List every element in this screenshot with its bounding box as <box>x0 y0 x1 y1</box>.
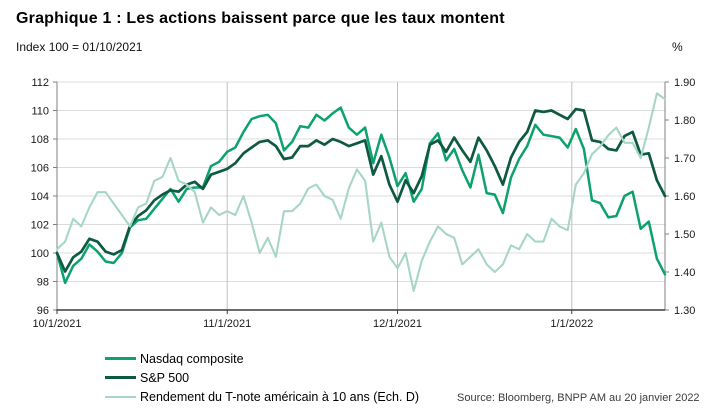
source-note: Source: Bloomberg, BNPP AM au 20 janvier… <box>457 392 700 404</box>
chart-legend: Nasdaq composite S&P 500 Rendement du T-… <box>105 349 419 406</box>
left-tick-label: 112 <box>31 77 49 89</box>
left-tick-label: 102 <box>31 219 49 231</box>
sp500-line <box>55 107 667 273</box>
left-tick-label: 96 <box>37 305 49 317</box>
right-tick-label: 1.30 <box>674 305 695 317</box>
legend-label-nasdaq: Nasdaq composite <box>140 351 244 366</box>
legend-item-tnote: Rendement du T-note américain à 10 ans (… <box>105 387 419 406</box>
right-axis-caption: % <box>672 40 683 54</box>
left-tick-label: 106 <box>31 162 49 174</box>
right-tick-label: 1.50 <box>674 229 695 241</box>
x-tick-label: 10/1/2021 <box>33 318 82 330</box>
tnote-line-swatch <box>105 395 136 398</box>
x-tick-label: 1/1/2022 <box>550 318 593 330</box>
legend-label-tnote: Rendement du T-note américain à 10 ans (… <box>140 389 420 404</box>
legend-label-sp500: S&P 500 <box>140 370 190 385</box>
chart-title: Graphique 1 : Les actions baissent parce… <box>16 10 505 27</box>
right-tick-label: 1.80 <box>674 115 695 127</box>
right-tick-label: 1.60 <box>674 191 695 203</box>
left-tick-label: 100 <box>31 248 49 260</box>
left-tick-label: 110 <box>31 105 49 117</box>
legend-item-sp500: S&P 500 <box>105 368 419 387</box>
tnote-line <box>55 92 667 293</box>
left-tick-label: 108 <box>31 134 49 146</box>
chart-canvas: 96 98 100 102 104 106 108 110 112 1.30 1.40 1.50 1.6… <box>31 77 696 330</box>
sp500-line-swatch <box>105 376 136 379</box>
left-tick-label: 104 <box>31 191 49 203</box>
right-tick-label: 1.70 <box>674 153 695 165</box>
left-tick-label: 98 <box>37 276 49 288</box>
legend-item-nasdaq: Nasdaq composite <box>105 349 419 368</box>
right-tick-label: 1.40 <box>674 267 695 279</box>
right-tick-label: 1.90 <box>674 77 695 89</box>
nasdaq-line-swatch <box>105 357 136 360</box>
x-tick-label: 12/1/2021 <box>373 318 422 330</box>
nasdaq-line <box>55 106 667 285</box>
left-axis-caption: Index 100 = 01/10/2021 <box>16 40 143 54</box>
x-tick-label: 11/1/2021 <box>203 318 251 330</box>
